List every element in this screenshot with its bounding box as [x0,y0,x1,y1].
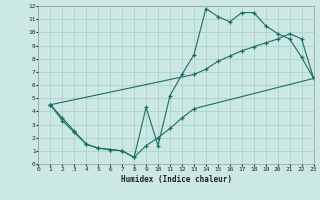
X-axis label: Humidex (Indice chaleur): Humidex (Indice chaleur) [121,175,231,184]
